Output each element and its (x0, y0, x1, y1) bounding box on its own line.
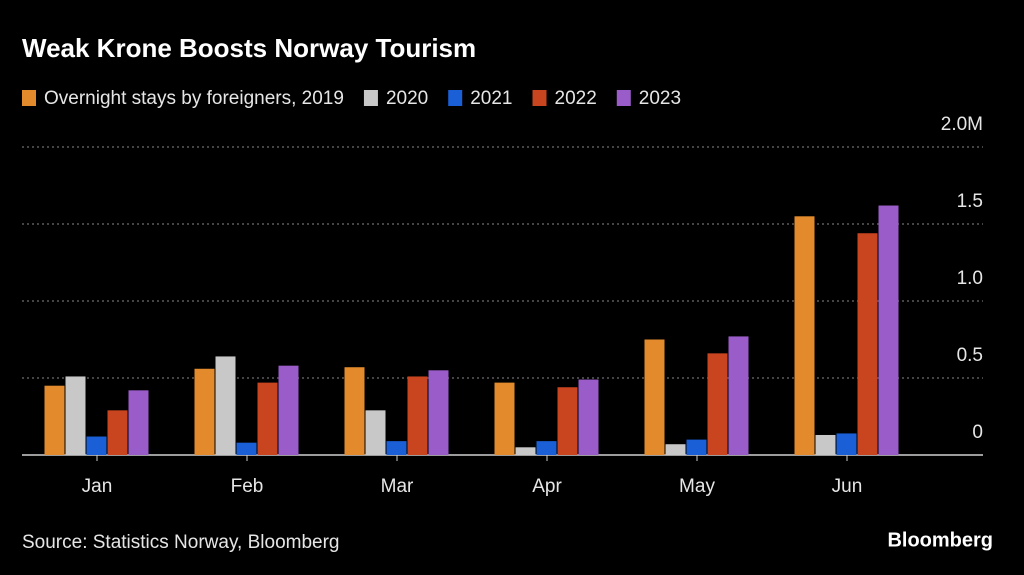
legend-swatch (363, 90, 378, 106)
y-tick-label: 0.5 (957, 345, 983, 366)
bar (557, 387, 578, 455)
legend-swatch (448, 90, 463, 106)
bar (707, 353, 728, 455)
legend-label: 2020 (386, 88, 428, 109)
bar (578, 379, 599, 455)
bar (215, 356, 236, 455)
bar (278, 365, 299, 455)
legend-swatch (532, 90, 547, 106)
bar (728, 336, 749, 455)
x-tick-label: Mar (381, 476, 414, 497)
bar (194, 368, 215, 455)
bar (878, 205, 899, 455)
legend-swatch (22, 90, 36, 106)
bar (665, 444, 686, 455)
brand: Bloomberg (887, 529, 993, 551)
x-tick-label: Jun (832, 476, 863, 497)
bar (644, 339, 665, 455)
bar (428, 370, 449, 455)
bar (65, 376, 86, 455)
legend-label: 2022 (555, 88, 597, 109)
bar (44, 385, 65, 455)
bar (494, 382, 515, 455)
y-tick-label: 1.5 (957, 191, 983, 212)
bar (686, 439, 707, 455)
legend-label: 2023 (639, 88, 681, 109)
bar (815, 434, 836, 455)
legend-label: Overnight stays by foreigners, 2019 (44, 88, 344, 109)
bar (407, 376, 428, 455)
y-tick-label: 2.0M (941, 114, 983, 135)
x-tick-label: May (679, 476, 715, 497)
bar (236, 442, 257, 455)
bar (257, 382, 278, 455)
source-note: Source: Statistics Norway, Bloomberg (22, 532, 340, 553)
x-tick-label: Apr (532, 476, 562, 497)
legend-label: 2021 (470, 88, 512, 109)
bar (86, 436, 107, 455)
bar (107, 410, 128, 455)
bar (386, 441, 407, 455)
x-tick-label: Feb (231, 476, 264, 497)
x-tick-label: Jan (82, 476, 113, 497)
bar (536, 441, 557, 455)
bar (857, 233, 878, 455)
bar (794, 216, 815, 455)
y-tick-label: 1.0 (957, 268, 983, 289)
bar (365, 410, 386, 455)
bar (836, 433, 857, 455)
chart-title: Weak Krone Boosts Norway Tourism (22, 33, 476, 63)
bar (515, 447, 536, 455)
bar (344, 367, 365, 455)
y-tick-label: 0 (972, 422, 983, 443)
bar (128, 390, 149, 455)
legend-swatch (616, 90, 631, 106)
